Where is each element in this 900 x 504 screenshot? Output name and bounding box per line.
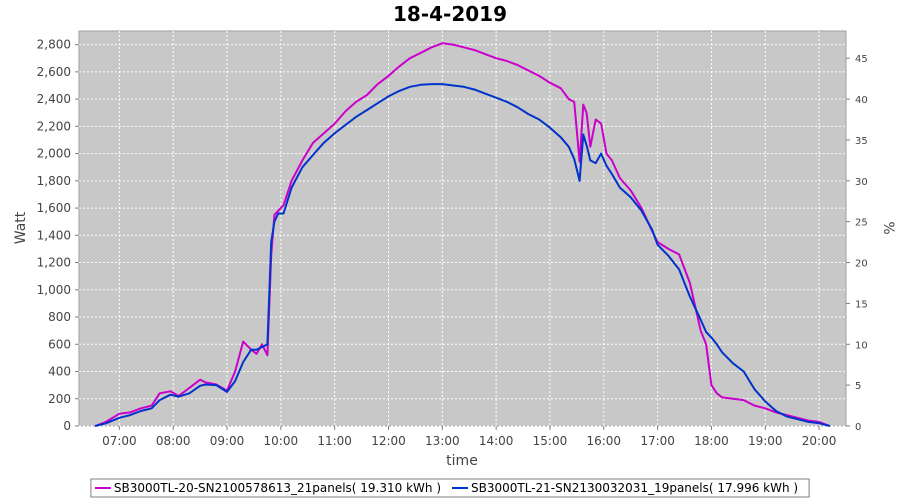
x-tick-label: 19:00 bbox=[748, 434, 783, 448]
y2-tick-label: 15 bbox=[855, 299, 868, 310]
legend-entry-1: SB3000TL-20-SN2100578613_21panels( 19.31… bbox=[114, 481, 441, 495]
x-tick-label: 09:00 bbox=[210, 434, 245, 448]
secondary-y-axis-title: % bbox=[880, 221, 896, 234]
x-tick-label: 17:00 bbox=[640, 434, 675, 448]
y2-tick-label: 10 bbox=[855, 340, 868, 351]
chart-title: 18-4-2019 bbox=[393, 2, 507, 26]
x-tick-label: 16:00 bbox=[586, 434, 621, 448]
y-tick-label: 1,200 bbox=[37, 256, 71, 270]
x-axis-title: time bbox=[446, 453, 478, 469]
y2-tick-label: 5 bbox=[855, 381, 861, 392]
x-tick-label: 18:00 bbox=[694, 434, 729, 448]
y-tick-label: 2,800 bbox=[37, 38, 71, 52]
y-tick-label: 0 bbox=[63, 419, 71, 433]
x-tick-label: 07:00 bbox=[102, 434, 137, 448]
y-tick-label: 400 bbox=[48, 365, 71, 379]
legend: SB3000TL-20-SN2100578613_21panels( 19.31… bbox=[91, 479, 809, 497]
y-tick-label: 1,000 bbox=[37, 283, 71, 297]
x-tick-label: 13:00 bbox=[425, 434, 460, 448]
x-tick-label: 11:00 bbox=[317, 434, 352, 448]
y-tick-label: 600 bbox=[48, 337, 71, 351]
plot-area bbox=[79, 31, 846, 426]
x-tick-label: 15:00 bbox=[533, 434, 568, 448]
y-tick-label: 2,400 bbox=[37, 92, 71, 106]
y2-tick-label: 20 bbox=[855, 259, 868, 270]
y-tick-label: 1,400 bbox=[37, 228, 71, 242]
y2-tick-label: 35 bbox=[855, 136, 868, 147]
x-tick-label: 10:00 bbox=[264, 434, 299, 448]
y2-tick-label: 25 bbox=[855, 218, 868, 229]
y-tick-label: 1,600 bbox=[37, 201, 71, 215]
y2-tick-label: 40 bbox=[855, 95, 868, 106]
y-axis-title: Watt bbox=[13, 211, 29, 244]
y2-tick-label: 45 bbox=[855, 54, 868, 65]
y2-tick-label: 0 bbox=[855, 422, 861, 433]
y-tick-label: 1,800 bbox=[37, 174, 71, 188]
y2-tick-label: 30 bbox=[855, 177, 868, 188]
x-tick-label: 20:00 bbox=[802, 434, 837, 448]
y-tick-label: 200 bbox=[48, 392, 71, 406]
y-tick-label: 2,000 bbox=[37, 147, 71, 161]
x-tick-label: 14:00 bbox=[479, 434, 514, 448]
y-tick-label: 2,200 bbox=[37, 119, 71, 133]
y-tick-label: 800 bbox=[48, 310, 71, 324]
x-tick-label: 08:00 bbox=[156, 434, 191, 448]
legend-entry-2: SB3000TL-21-SN2130032031_19panels( 17.99… bbox=[471, 481, 798, 495]
x-tick-label: 12:00 bbox=[371, 434, 406, 448]
y-tick-label: 2,600 bbox=[37, 65, 71, 79]
